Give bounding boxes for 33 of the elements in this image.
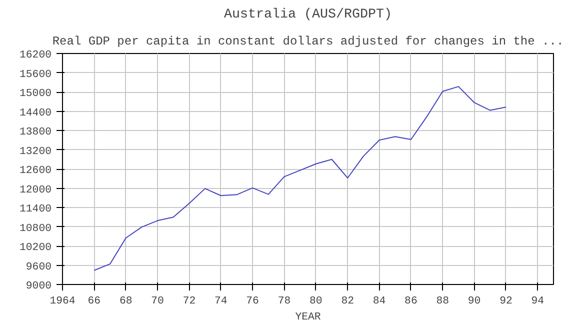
y-tick-label: 14400	[20, 107, 52, 120]
y-tick-label: 16200	[20, 50, 52, 62]
y-tick-label: 10200	[20, 242, 52, 254]
chart-subtitle: Real GDP per capita in constant dollars adjusted for changes in the ...	[52, 34, 564, 48]
x-tick-label: 72	[182, 296, 196, 308]
x-tick-label: 1964	[50, 296, 76, 308]
x-tick-label: 82	[341, 296, 354, 308]
y-tick-label: 13800	[20, 126, 52, 138]
x-tick-label: 94	[531, 296, 544, 308]
x-tick-label: 88	[436, 296, 450, 308]
y-tick-label: 10800	[20, 222, 52, 235]
x-tick-label: 86	[404, 296, 418, 308]
x-tick-label: 84	[372, 296, 386, 308]
x-tick-label: 74	[214, 296, 228, 308]
y-tick-label: 12000	[20, 184, 52, 196]
y-tick-label: 11400	[20, 204, 52, 216]
line-series	[94, 86, 506, 271]
x-tick-label: 76	[246, 296, 259, 308]
y-tick-label: 9600	[26, 261, 52, 274]
y-tick-label: 15600	[20, 68, 52, 81]
x-tick-label: 70	[151, 296, 164, 308]
x-axis-title: YEAR	[295, 312, 322, 324]
chart-title: Australia (AUS/RGDPT)	[224, 8, 392, 22]
x-tick-label: 92	[500, 296, 512, 308]
x-tick-label: 66	[88, 296, 101, 308]
x-tick-label: 90	[468, 296, 481, 308]
y-tick-label: 12600	[20, 165, 52, 177]
x-tick-label: 78	[278, 296, 291, 308]
x-tick-label: 68	[119, 296, 132, 308]
y-tick-label: 9000	[26, 280, 52, 292]
x-tick-label: 80	[310, 296, 322, 308]
y-tick-label: 15000	[20, 88, 52, 100]
y-tick-label: 13200	[20, 146, 52, 158]
